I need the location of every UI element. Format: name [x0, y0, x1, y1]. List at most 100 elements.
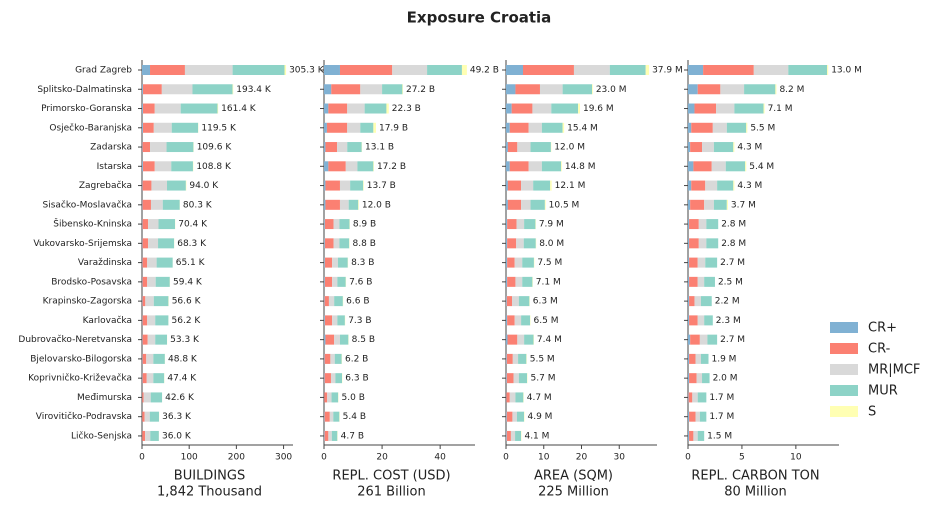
bar-segment: [689, 296, 695, 307]
bar-segment: [689, 411, 696, 422]
y-tick-label: Brodsko-Posavska: [51, 277, 132, 287]
bar-segment: [514, 257, 523, 268]
bar-segment: [515, 392, 524, 403]
bar-segment: [539, 84, 563, 95]
bar-segment: [506, 373, 507, 384]
bar-segment: [720, 84, 745, 95]
y-tick-label: Vukovarsko-Srijemska: [33, 239, 132, 249]
bar-segment: [143, 392, 151, 403]
x-tick-label: 100: [181, 453, 198, 463]
bar-segment: [745, 161, 747, 172]
bar-segment: [142, 161, 155, 172]
bar-segment: [324, 84, 332, 95]
bar-segment: [697, 84, 721, 95]
bar-segment: [688, 296, 690, 307]
bar-segment: [788, 65, 828, 75]
bar-segment: [693, 161, 712, 172]
total-label: 94.0 K: [189, 181, 219, 191]
bar-segment: [147, 257, 157, 268]
bar-segment: [142, 103, 155, 114]
bar-segment: [142, 296, 146, 307]
total-label: 80.3 K: [183, 200, 213, 210]
bar-segment: [713, 199, 727, 210]
bar-segment: [513, 373, 519, 384]
bar-segment: [402, 84, 403, 95]
bar-segment: [324, 334, 326, 345]
bar-segment: [688, 373, 690, 384]
bar-segment: [688, 199, 691, 210]
bar-segment: [360, 122, 374, 133]
total-label: 4.3 M: [737, 143, 762, 153]
bar-segment: [763, 103, 765, 114]
bar-segment: [324, 65, 340, 75]
bar-segment: [506, 276, 508, 287]
bar-segment: [180, 103, 218, 114]
bar-segment: [696, 373, 703, 384]
bar-segment: [507, 219, 517, 230]
bar-segment: [325, 142, 338, 153]
bar-segment: [700, 353, 709, 364]
bar-segment: [528, 161, 542, 172]
bar-segment: [517, 334, 525, 345]
bar-segment: [217, 103, 219, 114]
bar-segment: [324, 103, 329, 114]
bar-segment: [518, 353, 527, 364]
bar-segment: [506, 161, 510, 172]
bar-segment: [153, 122, 172, 133]
bar-segment: [324, 122, 327, 133]
bar-segment: [142, 84, 143, 95]
bar-segment: [524, 219, 536, 230]
total-label: 7.1 M: [536, 277, 561, 287]
total-label: 1.9 M: [711, 354, 736, 364]
bar-segment: [142, 430, 146, 441]
bar-segment: [142, 315, 148, 326]
bar-segment: [533, 180, 551, 191]
y-tick-label: Koprivničko-Križevačka: [28, 373, 132, 384]
bar-segment: [337, 142, 348, 153]
bar-segment: [142, 392, 144, 403]
bar-segment: [689, 276, 698, 287]
bar-segment: [506, 392, 510, 403]
total-label: 5.5 M: [750, 123, 775, 133]
legend-swatch: [830, 385, 858, 396]
bar-segment: [345, 161, 358, 172]
bar-segment: [142, 353, 147, 364]
bar-segment: [184, 65, 233, 75]
bar-segment: [712, 122, 727, 133]
x-axis-note: 80 Million: [724, 485, 787, 500]
bar-segment: [148, 238, 159, 249]
bar-segment: [506, 238, 508, 249]
total-label: 49.2 B: [470, 66, 499, 76]
bar-segment: [325, 199, 340, 210]
bar-segment: [142, 103, 143, 114]
bar-segment: [506, 257, 508, 268]
bar-segment: [325, 334, 335, 345]
bar-segment: [145, 296, 154, 307]
total-label: 56.2 K: [172, 316, 202, 326]
bar-segment: [506, 430, 507, 441]
bar-segment: [158, 219, 176, 230]
bar-segment: [691, 122, 713, 133]
bar-segment: [142, 161, 143, 172]
legend-label: CR+: [868, 321, 897, 336]
total-label: 13.1 B: [365, 143, 394, 153]
x-axis-note: 225 Million: [538, 485, 609, 500]
bar-segment: [515, 84, 540, 95]
bar-segment: [154, 161, 172, 172]
bar-segment: [573, 65, 610, 75]
bar-segment: [688, 238, 690, 249]
bar-segment: [521, 199, 531, 210]
total-label: 8.3 B: [351, 258, 374, 268]
bar-segment: [512, 411, 517, 422]
bar-segment: [328, 103, 348, 114]
bar-segment: [161, 84, 193, 95]
y-tick-label: Zagrebačka: [79, 180, 132, 191]
total-label: 12.0 M: [554, 143, 585, 153]
bar-segment: [551, 103, 579, 114]
total-label: 56.6 K: [172, 297, 202, 307]
bar-segment: [827, 65, 829, 75]
x-tick-label: 40: [434, 453, 446, 463]
bar-segment: [324, 315, 325, 326]
x-tick-label: 10: [538, 453, 550, 463]
